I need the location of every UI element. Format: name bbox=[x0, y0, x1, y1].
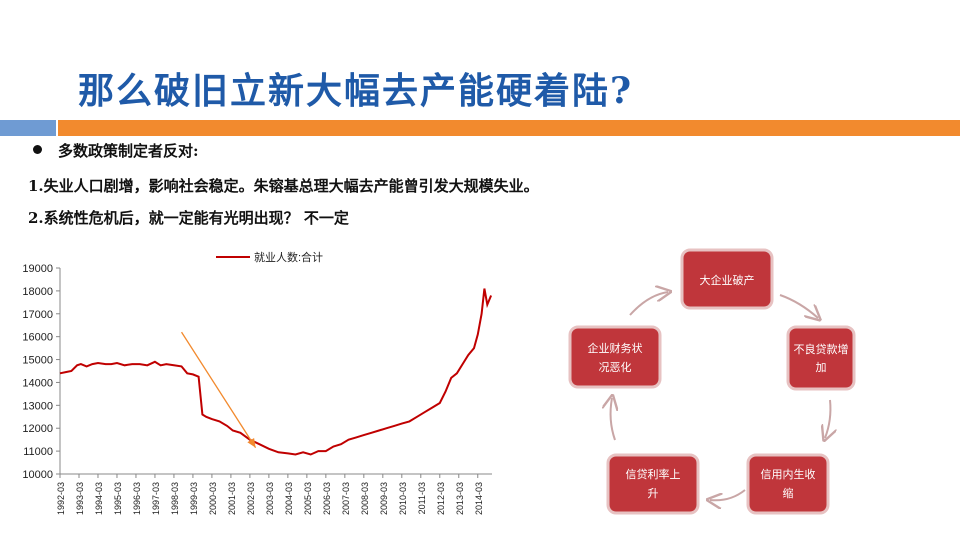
cycle-arrow-2 bbox=[825, 399, 830, 438]
cycle-box-2-label-line1: 不良贷款增 bbox=[794, 342, 849, 356]
x-tick-label: 2000-03 bbox=[208, 482, 218, 515]
x-tick-label: 2012-03 bbox=[436, 482, 446, 515]
trend-arrow-head bbox=[247, 437, 256, 448]
y-tick-label: 11000 bbox=[23, 446, 53, 458]
title-underline-orange bbox=[58, 120, 960, 136]
cycle-box-1-label: 大企业破产 bbox=[700, 273, 755, 287]
cycle-box-3: 信用内生收 缩 bbox=[746, 453, 830, 515]
cycle-box-4-label-line1: 信贷利率上 bbox=[626, 467, 681, 481]
y-tick-label: 17000 bbox=[22, 309, 53, 321]
x-tick-label: 1999-03 bbox=[189, 482, 199, 515]
x-tick-label: 2005-03 bbox=[303, 482, 313, 515]
x-tick-label: 2013-03 bbox=[455, 482, 465, 515]
cycle-box-5-label-line1: 企业财务状 bbox=[588, 341, 643, 355]
cycle-diagram: 大企业破产 不良贷款增 加 信用内生收 缩 信贷利率上 升 企业财务状 况恶化 bbox=[568, 248, 856, 515]
cycle-box-4-label-line2: 升 bbox=[648, 487, 659, 500]
x-tick-label: 2004-03 bbox=[284, 482, 294, 515]
page-title: 那么破旧立新大幅去产能硬着陆? bbox=[78, 70, 634, 112]
x-tick-label: 1997-03 bbox=[151, 482, 161, 515]
x-tick-label: 1996-03 bbox=[132, 482, 142, 515]
y-tick-label: 14000 bbox=[22, 377, 53, 389]
x-tick-label: 2009-03 bbox=[379, 482, 389, 515]
trend-arrow-line bbox=[180, 331, 257, 449]
x-tick-label: 2003-03 bbox=[265, 482, 275, 515]
x-tick-label: 2002-03 bbox=[246, 482, 256, 515]
cycle-arrow-1 bbox=[779, 294, 818, 318]
x-tick-label: 1992-03 bbox=[56, 482, 66, 515]
employment-line-chart: 19000 18000 17000 16000 15000 14000 13000 12000… bbox=[22, 250, 493, 515]
x-tick-label: 2008-03 bbox=[360, 482, 370, 515]
cycle-arrow-4 bbox=[611, 398, 615, 441]
y-tick-label: 19000 bbox=[22, 263, 53, 275]
cycle-box-2: 不良贷款增 加 bbox=[786, 325, 856, 391]
cycle-box-1: 大企业破产 bbox=[680, 248, 774, 310]
cycle-box-3-label-line1: 信用内生收 bbox=[761, 467, 816, 481]
x-tick-label: 2011-03 bbox=[417, 482, 427, 514]
bullet-point-1: 1.失业人口剧增，影响社会稳定。朱镕基总理大幅去产能曾引发大规模失业。 bbox=[28, 177, 539, 195]
x-tick-label: 2006-03 bbox=[322, 482, 332, 515]
cycle-box-2-label-line2: 加 bbox=[816, 361, 827, 374]
cycle-arrow-3 bbox=[710, 489, 746, 500]
cycle-box-3-label-line2: 缩 bbox=[783, 487, 794, 500]
x-tick-label: 2010-03 bbox=[398, 482, 408, 515]
series-line-employment bbox=[59, 288, 493, 456]
x-tick-label: 1998-03 bbox=[170, 482, 180, 515]
x-tick-label: 1993-03 bbox=[75, 482, 85, 515]
y-tick-label: 10000 bbox=[22, 469, 53, 481]
cycle-arrows bbox=[611, 292, 831, 500]
cycle-box-5-label-line2: 况恶化 bbox=[599, 360, 632, 374]
cycle-arrow-5 bbox=[629, 292, 668, 316]
cycle-box-5: 企业财务状 况恶化 bbox=[568, 325, 662, 389]
x-tick-label: 1995-03 bbox=[113, 482, 123, 515]
cycle-box-4: 信贷利率上 升 bbox=[606, 453, 700, 515]
x-tick-label: 1994-03 bbox=[94, 482, 104, 515]
legend-label: 就业人数:合计 bbox=[254, 250, 323, 264]
y-tick-label: 15000 bbox=[22, 355, 53, 367]
bullet-dot-icon bbox=[33, 145, 42, 154]
bullet-point-2: 2.系统性危机后，就一定能有光明出现？ 不一定 bbox=[28, 209, 349, 227]
x-tick-label: 2014-03 bbox=[474, 482, 484, 515]
bullet-intro: 多数政策制定者反对: bbox=[58, 142, 199, 160]
x-tick-label: 2001-03 bbox=[227, 482, 237, 515]
x-tick-label: 2007-03 bbox=[341, 482, 351, 515]
y-tick-label: 16000 bbox=[22, 332, 53, 344]
y-tick-label: 13000 bbox=[22, 400, 53, 412]
title-underline-blue bbox=[0, 120, 56, 136]
y-tick-label: 12000 bbox=[22, 423, 53, 435]
y-tick-label: 18000 bbox=[22, 286, 53, 298]
